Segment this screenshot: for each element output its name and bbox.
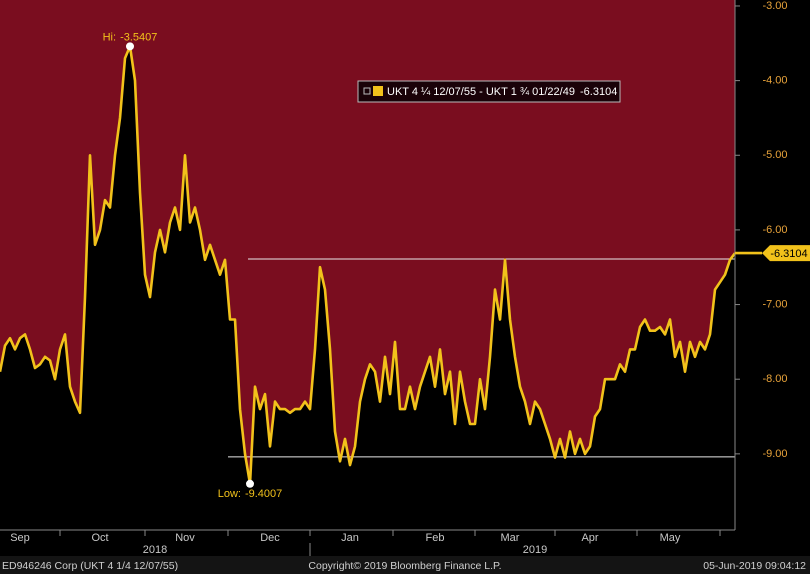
legend-box (357, 80, 621, 103)
area-below (0, 46, 735, 531)
low-title: Low: (218, 488, 241, 500)
x-tick-label: Apr (581, 532, 598, 544)
y-tick-label: -9.00 (762, 448, 787, 460)
x-axis-background (0, 530, 810, 556)
y-tick-label: -4.00 (762, 75, 787, 87)
legend: UKT 4 ¼ 12/07/55 - UKT 1 ¾ 01/22/49 -6.3… (357, 80, 621, 103)
x-tick-label: Jan (341, 532, 359, 544)
legend-value: -6.3104 (580, 86, 617, 98)
y-tick-label: -8.00 (762, 373, 787, 385)
hi-label: Hi: -3.5407 (103, 31, 158, 43)
footer-center: Copyright© 2019 Bloomberg Finance L.P. (308, 560, 501, 572)
hi-value: -3.5407 (120, 31, 157, 43)
y-tick-label: -3.00 (762, 0, 787, 12)
footer-bar (0, 556, 810, 574)
y-tick-label: -5.00 (762, 149, 787, 161)
low-label: Low: -9.4007 (218, 488, 283, 500)
footer-left: ED946246 Corp (UKT 4 1/4 12/07/55) (2, 560, 178, 572)
x-tick-label: May (660, 532, 681, 544)
x-tick-label: Sep (10, 532, 30, 544)
x-tick-label: Oct (91, 532, 108, 544)
last-value-label: -6.3104 (770, 248, 807, 260)
hi-title: Hi: (103, 31, 116, 43)
hi-marker (126, 42, 134, 51)
x-tick-label: Nov (175, 532, 195, 544)
year-label: 2019 (523, 544, 547, 556)
footer-right: 05-Jun-2019 09:04:12 (703, 560, 806, 572)
year-label: 2018 (143, 544, 167, 556)
last-value-box (762, 245, 810, 262)
y-tick-label: -7.00 (762, 298, 787, 310)
x-tick-label: Feb (426, 532, 445, 544)
plot (0, 45, 737, 531)
x-tick-label: Mar (501, 532, 520, 544)
legend-swatch (373, 86, 383, 96)
legend-toggle (363, 87, 371, 95)
x-tick-label: Dec (260, 532, 280, 544)
low-value: -9.4007 (245, 488, 282, 500)
axis-background (735, 0, 810, 556)
y-tick-label: -6.00 (762, 224, 787, 236)
low-marker (246, 479, 254, 488)
legend-label: UKT 4 ¼ 12/07/55 - UKT 1 ¾ 01/22/49 (387, 86, 575, 98)
series-line (0, 45, 737, 486)
